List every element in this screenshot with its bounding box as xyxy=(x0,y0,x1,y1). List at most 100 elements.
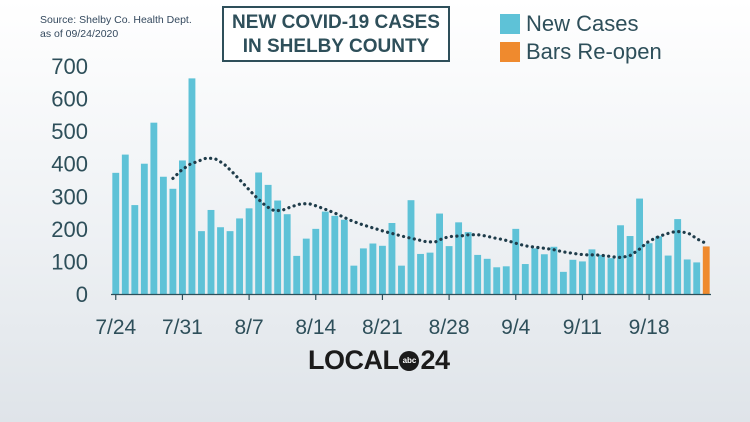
abc-badge: abc xyxy=(399,350,420,371)
bar-new-cases xyxy=(179,160,186,294)
trend-line xyxy=(171,156,708,260)
x-tick-label: 8/21 xyxy=(362,316,403,339)
bar-new-cases xyxy=(283,214,291,294)
y-tick-label: 300 xyxy=(51,184,88,209)
bar-new-cases xyxy=(112,172,120,294)
bar-new-cases xyxy=(359,248,367,294)
bar-new-cases xyxy=(331,215,339,294)
y-tick-label: 500 xyxy=(51,119,88,144)
x-tick-label: 9/4 xyxy=(501,316,531,339)
bar-new-cases xyxy=(588,249,596,294)
bar-new-cases xyxy=(350,265,358,294)
x-tick-label: 8/14 xyxy=(295,316,336,339)
bar-new-cases xyxy=(369,243,377,294)
y-tick-label: 700 xyxy=(51,54,88,79)
bar-new-cases xyxy=(407,200,415,294)
y-tick-label: 200 xyxy=(51,217,88,242)
x-tick-label: 7/31 xyxy=(162,316,203,339)
bar-new-cases xyxy=(464,232,472,294)
bar-new-cases xyxy=(226,231,234,294)
bar-new-cases xyxy=(302,238,310,294)
bar-new-cases xyxy=(274,200,282,294)
bars xyxy=(112,78,710,295)
bar-new-cases xyxy=(417,253,424,294)
bar-new-cases xyxy=(483,258,491,294)
bar-new-cases xyxy=(598,254,605,294)
bar-new-cases xyxy=(645,243,653,294)
x-tick-label: 7/24 xyxy=(95,316,136,339)
bar-new-cases xyxy=(150,122,158,294)
bar-new-cases xyxy=(121,154,129,294)
x-axis: 7/24 7/31 8/7 8/14 8/21 8/28 9/4 9/11 9/18 xyxy=(95,293,711,339)
legend-item-new-cases: New Cases xyxy=(500,10,662,38)
legend-swatch-new-cases xyxy=(500,14,520,34)
title-line-2: IN SHELBY COUNTY xyxy=(242,36,430,57)
bar-new-cases xyxy=(140,163,148,294)
x-tick-label: 9/18 xyxy=(629,316,670,339)
bar-new-cases xyxy=(569,259,577,294)
x-tick-label: 8/7 xyxy=(234,316,263,339)
bar-new-cases xyxy=(474,254,482,294)
y-tick-label: 100 xyxy=(51,249,88,274)
bar-new-cases xyxy=(540,254,548,294)
bar-new-cases xyxy=(521,264,529,294)
bar-new-cases xyxy=(445,246,453,294)
logo-number: 24 xyxy=(420,345,450,375)
bar-new-cases xyxy=(207,209,215,294)
bar-new-cases xyxy=(388,222,396,294)
bar-new-cases xyxy=(655,236,663,294)
bar-new-cases xyxy=(198,231,205,294)
bar-new-cases xyxy=(674,219,682,294)
bar-new-cases xyxy=(636,198,643,294)
station-logo: LOCAL abc 24 xyxy=(308,345,450,376)
logo-word: LOCAL xyxy=(308,345,399,375)
bar-new-cases xyxy=(664,255,672,294)
bar-new-cases xyxy=(264,184,272,294)
bar-new-cases xyxy=(502,266,510,294)
legend-label-new-cases: New Cases xyxy=(526,11,639,36)
bar-new-cases xyxy=(617,225,624,294)
bar-new-cases xyxy=(426,252,434,294)
bar-new-cases xyxy=(245,208,253,294)
legend: New Cases Bars Re-open xyxy=(500,10,662,66)
legend-swatch-bars-reopen xyxy=(500,42,520,62)
bar-new-cases xyxy=(159,176,167,294)
bar-new-cases xyxy=(255,172,263,294)
title-line-1: NEW COVID-19 CASES xyxy=(232,12,440,33)
bar-new-cases xyxy=(493,267,501,294)
bar-new-cases xyxy=(683,259,691,294)
y-tick-label: 0 xyxy=(76,282,88,307)
x-tick-label: 8/28 xyxy=(429,316,470,339)
bar-new-cases xyxy=(436,213,443,294)
bar-new-cases xyxy=(550,246,558,294)
bar-new-cases xyxy=(169,188,177,294)
source-line-2: as of 09/24/2020 xyxy=(40,28,119,40)
bar-new-cases xyxy=(312,228,320,294)
bar-new-cases xyxy=(693,262,701,294)
legend-label-bars-reopen: Bars Re-open xyxy=(526,39,662,64)
bar-new-cases xyxy=(293,255,301,294)
bar-new-cases xyxy=(512,228,520,294)
bar-new-cases xyxy=(131,205,139,294)
chart-title: NEW COVID-19 CASES IN SHELBY COUNTY xyxy=(222,6,450,62)
source-line-1: Source: Shelby Co. Health Dept. xyxy=(40,14,192,26)
y-tick-label: 400 xyxy=(51,152,88,177)
bar-new-cases xyxy=(579,261,586,294)
x-tick-label: 9/11 xyxy=(563,316,602,339)
bar-bars-reopen xyxy=(702,246,710,294)
bar-new-cases xyxy=(398,265,405,294)
source-note: Source: Shelby Co. Health Dept. as of 09… xyxy=(40,13,192,41)
bar-new-cases xyxy=(188,78,196,295)
bar-new-cases xyxy=(626,236,634,294)
bar-new-cases xyxy=(236,218,243,294)
trend-dotted-line xyxy=(171,156,708,260)
bar-new-cases xyxy=(607,258,615,294)
bar-new-cases xyxy=(531,248,539,294)
legend-item-bars-reopen: Bars Re-open xyxy=(500,38,662,66)
y-axis: 0 100 200 300 400 500 600 700 xyxy=(51,54,88,307)
bar-new-cases xyxy=(379,245,386,294)
bar-new-cases xyxy=(217,227,224,294)
bar-new-cases xyxy=(321,211,329,294)
bar-new-cases xyxy=(559,271,567,294)
